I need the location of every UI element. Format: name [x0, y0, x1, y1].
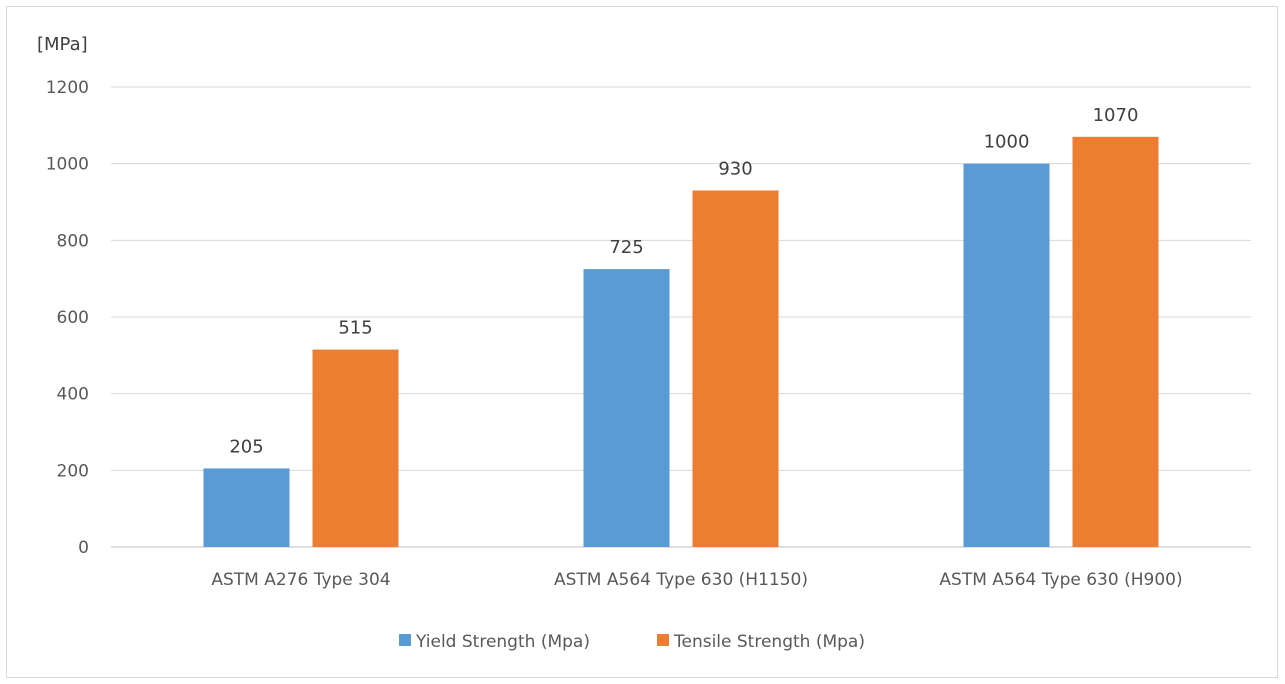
y-tick-label: 400 — [57, 385, 89, 405]
gridlines — [111, 86, 1251, 548]
y-tick-label: 600 — [57, 308, 89, 328]
legend-label: Tensile Strength (Mpa) — [673, 632, 865, 652]
data-label: 725 — [609, 237, 643, 258]
y-tick-label: 0 — [78, 538, 89, 558]
bar — [203, 468, 290, 547]
data-label: 515 — [338, 318, 372, 339]
x-tick-label: ASTM A276 Type 304 — [211, 570, 390, 590]
y-tick-label: 1000 — [46, 155, 89, 175]
data-label: 1070 — [1093, 105, 1139, 126]
bar — [963, 163, 1050, 547]
y-tick-label: 800 — [57, 231, 89, 251]
y-tick-label: 200 — [57, 461, 89, 481]
bar — [583, 269, 670, 547]
x-axis-ticks: ASTM A276 Type 304 ASTM A564 Type 630 (H1… — [211, 570, 1182, 590]
bar — [1072, 136, 1159, 548]
x-tick-label: ASTM A564 Type 630 (H1150) — [554, 570, 808, 590]
legend-swatch — [399, 634, 411, 646]
y-axis-label: [MPa] — [37, 34, 88, 55]
data-label: 930 — [718, 159, 752, 180]
legend-swatch — [657, 634, 669, 646]
data-label: 1000 — [984, 132, 1030, 153]
bar — [312, 349, 399, 547]
data-label: 205 — [229, 436, 263, 457]
data-labels: 205 515 725 930 1000 1070 — [229, 105, 1138, 458]
x-tick-label: ASTM A564 Type 630 (H900) — [939, 570, 1182, 590]
bar — [692, 190, 779, 547]
legend-label: Yield Strength (Mpa) — [415, 632, 590, 652]
legend: Yield Strength (Mpa) Tensile Strength (Mp… — [399, 632, 865, 652]
bars — [203, 136, 1159, 548]
y-tick-label: 1200 — [46, 78, 89, 98]
y-axis-ticks: 0 200 400 600 800 1000 1200 — [46, 78, 89, 558]
